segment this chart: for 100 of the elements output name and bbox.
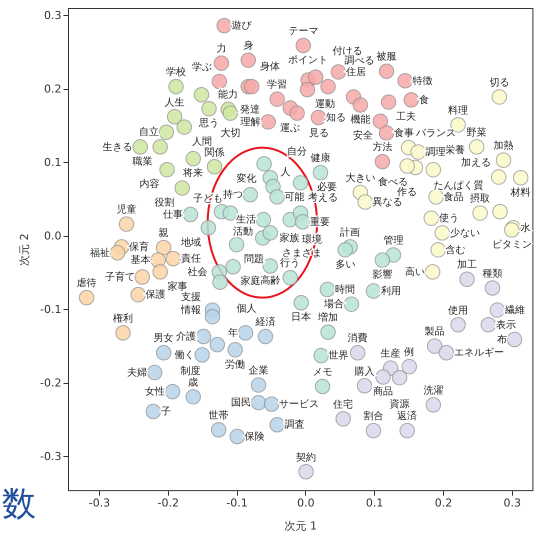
annotation: 生活 [236,214,256,226]
annotation: 機能 [350,114,370,126]
annotation: 保険 [244,432,265,442]
x-axis-title: 次元 1 [284,520,317,533]
annotation: ポイント [288,55,328,66]
annotation: 作る [396,187,418,198]
annotation: 支援 [180,290,201,303]
annotation: 資源 [390,398,410,410]
annotation: 運ぶ [280,122,300,134]
annotation: 材料 [510,186,531,198]
annotation: 工夫 [396,110,416,123]
annotation: たんぱく質 [433,179,484,192]
annotation: 制度 [180,364,201,377]
annotation: メモ [312,367,333,378]
annotation: 男女 [154,332,174,344]
annotation: 思う [198,118,220,130]
annotation: 安全 [352,130,373,142]
annotation: 企業 [248,364,269,377]
annotation: 基本 [130,254,151,266]
annotation: 学ぶ [192,61,212,73]
annotation: 人 [280,167,291,178]
y-tick-label: 0.3 [44,8,62,22]
annotation: 消費 [348,332,368,344]
annotation: 切る [489,76,510,88]
annotation: 食べる [378,176,408,188]
annotation: 国民 [231,398,252,409]
annotation: 関係 [204,146,225,158]
annotation: 見る [308,128,329,140]
annotation: 家族 [279,232,300,244]
annotation: 保育 [129,240,150,253]
annotation: 食 [418,94,429,106]
annotation: 洗濯 [423,384,444,396]
x-tick-label: -0.3 [88,496,110,510]
annotation: 健康 [310,152,330,164]
annotation: 野菜 [466,126,487,138]
annotation: 例 [404,347,414,358]
annotation: 影響 [372,268,392,281]
annotation: 製品 [424,326,445,338]
annotation: 責任 [180,252,201,265]
annotation: ビタミン [492,239,532,250]
annotation: 問題 [244,254,264,266]
annotation: 付ける [332,46,362,57]
annotation: 保護 [146,288,166,301]
annotation: 将来 [182,167,204,180]
annotation: 運動 [314,98,335,110]
annotation: バランス [415,128,456,140]
annotation: 種類 [482,268,502,280]
annotation: 学校 [166,66,186,78]
annotation: 摂取 [470,192,490,205]
annotation: 被服 [376,50,397,63]
annotation: 歳 [188,376,198,388]
annotation: 学習 [267,78,288,91]
annotation: 力 [216,42,226,55]
annotation: 特徴 [412,74,433,87]
x-tick-label: -0.1 [226,496,248,510]
annotation: テーマ [288,26,318,37]
annotation: 身体 [260,60,280,73]
annotation: 職業 [132,155,153,168]
annotation: 発達 [240,103,260,116]
annotation: 権利 [113,312,134,324]
annotation: 子 [160,406,171,418]
annotation: 児童 [116,204,136,216]
annotation: 時間 [334,284,355,296]
annotation: 調査 [284,418,305,431]
annotation: 高齢 [260,274,280,286]
annotation: 人生 [164,96,185,108]
annotation: 世帯 [208,409,229,422]
annotation: 住宅 [333,398,354,410]
annotation: 料理 [448,104,468,116]
annotation: 計画 [340,226,360,238]
annotation: 方法 [372,141,392,154]
annotation: 経済 [254,316,276,328]
y-tick-label: 0.0 [44,229,62,242]
y-tick-label: -0.3 [40,450,62,463]
annotation: 利用 [380,284,401,297]
annotation: 虐待 [76,277,97,290]
annotation: 購入 [354,365,375,378]
annotation: 能力 [218,88,238,101]
annotation: 内容 [140,178,160,190]
annotation: 子育て [104,271,135,284]
annotation: 福祉 [90,246,110,259]
annotation: 加工 [457,258,478,271]
y-tick-label: 0.1 [44,156,62,169]
annotation: 自分 [286,146,307,158]
x-tick-label: 0.3 [504,496,521,510]
annotation: 住居 [346,66,366,78]
annotation: 親 [158,227,169,240]
annotation: 知る [326,112,346,124]
annotation: 労働 [225,358,246,370]
annotation: 夫婦 [127,366,148,379]
y-tick-label: 0.2 [44,82,62,96]
annotation: 情報 [180,304,201,316]
annotation: エネルギー [454,346,504,359]
annotation: 加える [461,156,492,169]
annotation: 含む [446,244,466,256]
annotation: 高い [405,266,426,278]
annotation: 管理 [383,235,404,246]
annotation: 社会 [188,266,208,278]
annotation: 使う [438,213,459,224]
annotation: 生きる [102,140,133,153]
